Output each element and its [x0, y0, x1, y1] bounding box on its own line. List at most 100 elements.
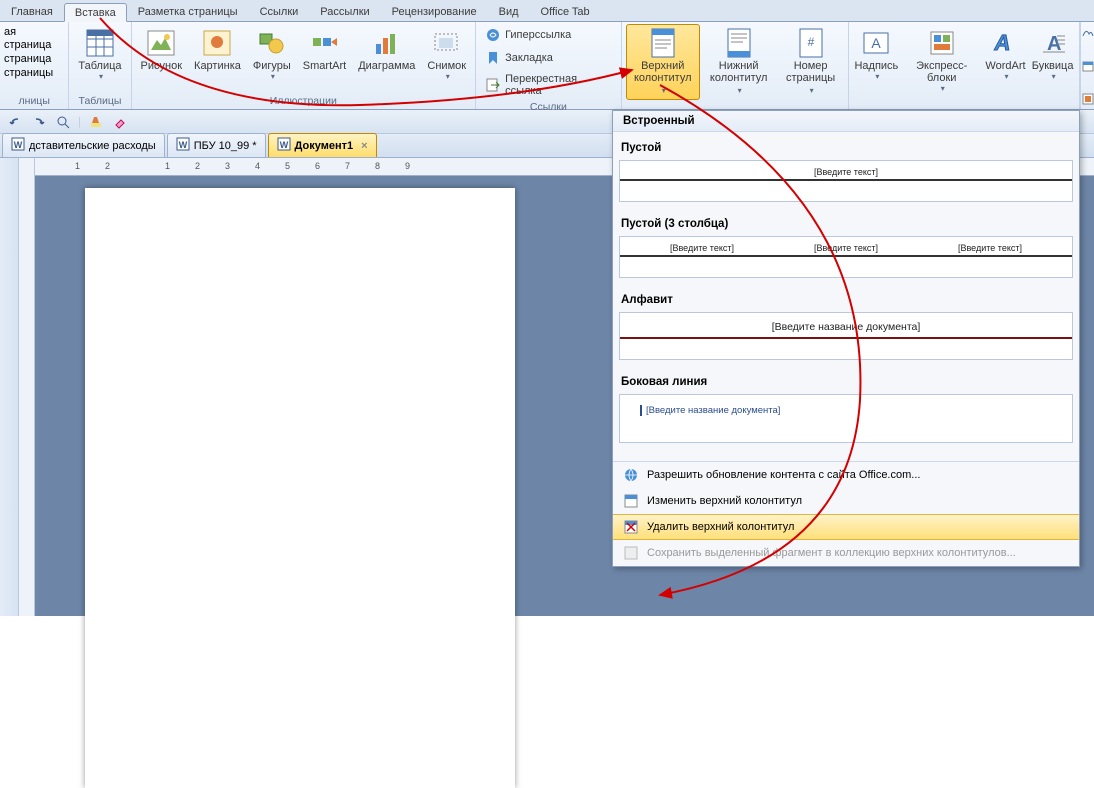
group-tables: Таблица ▾ Таблицы [69, 22, 131, 109]
gallery-scroll[interactable]: Пустой [Введите текст] Пустой (3 столбца… [613, 132, 1079, 461]
gallery-header: Встроенный [613, 111, 1079, 132]
gallery-section-blank: Пустой [619, 136, 1073, 158]
btn-smartart[interactable]: SmartArt [298, 24, 351, 75]
crossref-icon [485, 77, 501, 93]
qat-redo[interactable] [30, 113, 48, 131]
gallery-footer: Разрешить обновление контента с сайта Of… [613, 461, 1079, 566]
tab-home[interactable]: Главная [0, 2, 64, 21]
shapes-icon [256, 27, 288, 59]
header-gallery-panel: Встроенный Пустой [Введите текст] Пустой… [612, 110, 1080, 567]
footer-icon [723, 27, 755, 59]
gallery-section-3col: Пустой (3 столбца) [619, 212, 1073, 234]
qat-undo[interactable] [6, 113, 24, 131]
tab-insert[interactable]: Вставка [64, 3, 127, 22]
gallery-menu-office[interactable]: Разрешить обновление контента с сайта Of… [613, 462, 1079, 488]
word-doc-icon: W [176, 137, 190, 154]
btn-blank-page[interactable]: страница [4, 53, 64, 66]
doc-tab-1[interactable]: W ПБУ 10_99 * [167, 133, 266, 157]
pagenum-icon: # [795, 27, 827, 59]
dropcap-icon: A [1037, 27, 1069, 59]
btn-hyperlink[interactable]: Гиперссылка [480, 24, 617, 46]
tab-layout[interactable]: Разметка страницы [127, 2, 249, 21]
group-text: AНадпись▾ Экспресс-блоки▾ AWordArt▾ AБук… [849, 22, 1081, 109]
wordart-icon: A [989, 27, 1021, 59]
word-doc-icon: W [11, 137, 25, 154]
group-links: Гиперссылка Закладка Перекрестная ссылка… [476, 22, 622, 109]
btn-picture[interactable]: Рисунок [136, 24, 188, 75]
delete-header-icon [623, 519, 639, 535]
object-icon[interactable] [1082, 93, 1094, 105]
tab-view[interactable]: Вид [488, 2, 530, 21]
textbox-icon: A [860, 27, 892, 59]
qat-zoom[interactable] [54, 113, 72, 131]
quickparts-icon [926, 27, 958, 59]
picture-icon [145, 27, 177, 59]
svg-text:W: W [279, 140, 288, 150]
word-doc-icon: W [277, 137, 291, 154]
bookmark-icon [485, 50, 501, 66]
chart-icon [371, 27, 403, 59]
group-label-illustrations: Иллюстрации [136, 94, 472, 109]
document-page[interactable] [85, 188, 515, 788]
btn-footer[interactable]: Нижнийколонтитул ▾ [702, 24, 776, 100]
svg-text:W: W [178, 140, 187, 150]
ribbon-extra-icons [1080, 22, 1094, 109]
smartart-icon [309, 27, 341, 59]
gallery-item-sideline[interactable]: [Введите название документа] [619, 394, 1073, 443]
btn-clipart[interactable]: Картинка [189, 24, 246, 75]
svg-text:A: A [993, 30, 1013, 55]
gallery-menu-delete[interactable]: Удалить верхний колонтитул [613, 514, 1079, 540]
dropdown-arrow-icon: ▾ [99, 72, 103, 81]
left-gutter [0, 158, 19, 616]
btn-shapes[interactable]: Фигуры▾ [248, 24, 296, 84]
gallery-item-3col[interactable]: [Введите текст][Введите текст][Введите т… [619, 236, 1073, 278]
qat-highlight[interactable] [87, 113, 105, 131]
btn-wordart[interactable]: AWordArt▾ [983, 24, 1027, 84]
group-illustrations: Рисунок Картинка Фигуры▾ SmartArt Диагра… [132, 22, 477, 109]
gallery-menu-edit[interactable]: Изменить верхний колонтитул [613, 488, 1079, 514]
gallery-menu-save: Сохранить выделенный фрагмент в коллекци… [613, 540, 1079, 566]
group-pages: ая страница страница страницы лницы [0, 22, 69, 109]
tab-references[interactable]: Ссылки [249, 2, 310, 21]
btn-quickparts[interactable]: Экспресс-блоки▾ [902, 24, 981, 96]
btn-bookmark[interactable]: Закладка [480, 47, 617, 69]
gallery-item-blank[interactable]: [Введите текст] [619, 160, 1073, 202]
screenshot-icon [431, 27, 463, 59]
svg-text:#: # [807, 35, 814, 49]
btn-table[interactable]: Таблица ▾ [73, 24, 126, 84]
gallery-item-alphabet[interactable]: [Введите название документа] [619, 312, 1073, 360]
tab-mailings[interactable]: Рассылки [309, 2, 380, 21]
btn-screenshot[interactable]: Снимок▾ [422, 24, 471, 84]
btn-title-page[interactable]: ая страница [4, 26, 64, 52]
signatureline-icon[interactable] [1082, 26, 1094, 38]
tab-officetab[interactable]: Office Tab [530, 2, 601, 21]
table-icon [84, 27, 116, 59]
tab-review[interactable]: Рецензирование [381, 2, 488, 21]
btn-header[interactable]: Верхнийколонтитул ▾ [626, 24, 700, 100]
clipart-icon [201, 27, 233, 59]
btn-chart[interactable]: Диаграмма [353, 24, 420, 75]
svg-text:A: A [872, 35, 882, 51]
close-icon[interactable]: × [361, 140, 367, 152]
btn-page-break[interactable]: страницы [4, 67, 64, 80]
btn-crossref[interactable]: Перекрестная ссылка [480, 70, 617, 100]
btn-textbox[interactable]: AНадпись▾ [853, 24, 901, 84]
group-header-footer: Верхнийколонтитул ▾ Нижнийколонтитул ▾ #… [622, 22, 849, 109]
ribbon: ая страница страница страницы лницы Табл… [0, 22, 1094, 110]
hyperlink-icon [485, 27, 501, 43]
save-selection-icon [623, 545, 639, 561]
datetime-icon[interactable] [1082, 60, 1094, 72]
vertical-ruler [19, 158, 35, 616]
gallery-section-sideline: Боковая линия [619, 370, 1073, 392]
doc-tab-0[interactable]: W дставительские расходы [2, 133, 165, 157]
ribbon-tabs: Главная Вставка Разметка страницы Ссылки… [0, 0, 1094, 22]
group-label-pages: лницы [4, 94, 64, 109]
globe-icon [623, 467, 639, 483]
btn-page-number[interactable]: # Номерстраницы ▾ [778, 24, 844, 100]
svg-text:W: W [14, 140, 23, 150]
btn-dropcap[interactable]: AБуквица▾ [1030, 24, 1076, 84]
doc-tab-2[interactable]: W Документ1 × [268, 133, 377, 157]
group-label-links: Ссылки [480, 100, 617, 115]
edit-header-icon [623, 493, 639, 509]
qat-eraser[interactable] [111, 113, 129, 131]
